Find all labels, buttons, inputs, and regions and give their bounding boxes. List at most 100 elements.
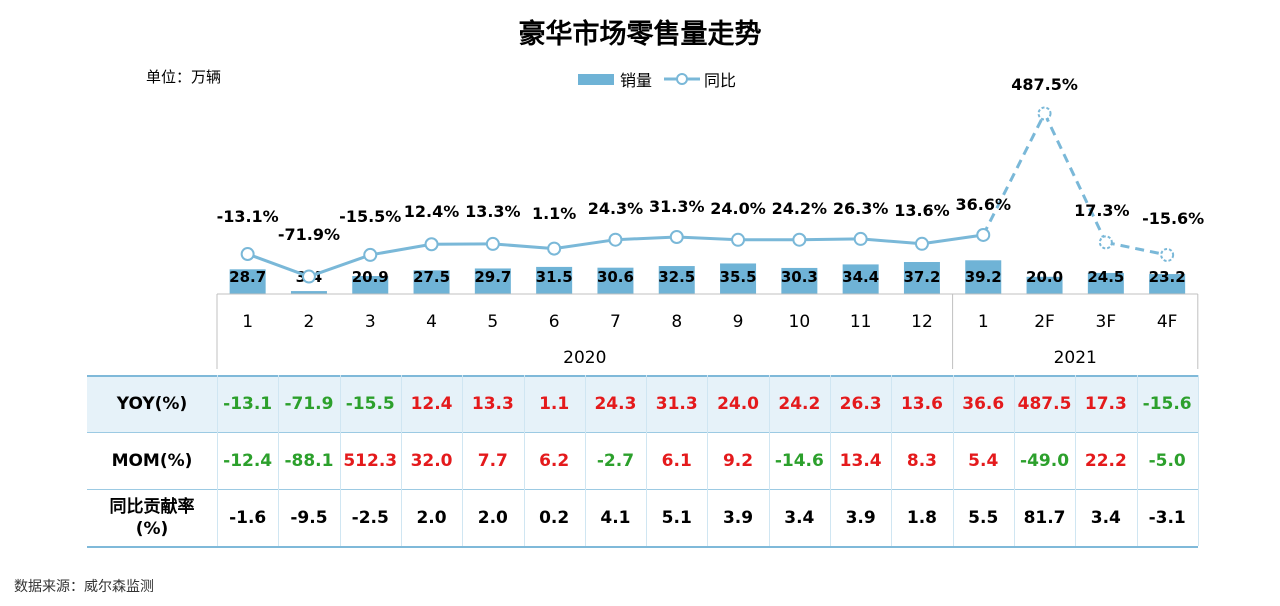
table-cell: -5.0	[1148, 450, 1186, 471]
yoy-data-label: 17.3%	[1074, 201, 1130, 220]
legend-line-label: 同比	[704, 71, 737, 90]
yoy-line-segment	[676, 235, 739, 242]
yoy-point	[1037, 106, 1052, 121]
table-cell: 5.1	[661, 507, 692, 528]
sales-bar	[781, 267, 818, 294]
table-cell: 13.3	[471, 393, 514, 414]
sales-bar	[658, 266, 695, 294]
yoy-line-segment	[492, 242, 555, 251]
table-cell: 22.2	[1084, 450, 1127, 471]
table-vline	[278, 375, 280, 546]
table-cell: -71.9	[284, 393, 334, 414]
bar-value-label: 20.9	[352, 268, 389, 286]
yoy-point	[424, 237, 439, 252]
table-cell: 31.3	[655, 393, 698, 414]
yoy-point	[731, 232, 746, 247]
yoy-point	[301, 269, 316, 284]
table-cell: 3.9	[845, 507, 876, 528]
table-row-label: MOM(%)	[111, 450, 193, 471]
sales-bar	[965, 260, 1002, 294]
table-hline	[87, 432, 1198, 433]
yoy-data-label: -15.5%	[339, 207, 401, 226]
category-tick-label: 1	[978, 312, 989, 332]
table-cell: 36.6	[962, 393, 1005, 414]
yoy-line-segment	[1043, 112, 1108, 244]
yoy-data-label: 24.0%	[710, 199, 766, 218]
category-tick-label: 5	[487, 312, 498, 332]
table-cell: -12.4	[223, 450, 273, 471]
table-cell: -3.1	[1148, 507, 1186, 528]
category-tick-label: 6	[549, 312, 560, 332]
category-tick-label: 1	[242, 312, 253, 332]
yoy-line-segment	[860, 237, 923, 246]
bar-value-label: 29.7	[474, 268, 511, 286]
category-tick-label: 12	[911, 312, 933, 332]
table-cell: 9.2	[722, 450, 754, 471]
table-vline	[339, 375, 341, 546]
table-cell: 512.3	[343, 450, 398, 471]
bar-value-label: 35.5	[720, 268, 757, 286]
unit-label: 单位：万辆	[146, 68, 222, 86]
table-cell: 24.3	[594, 393, 637, 414]
table-cell: 8.3	[906, 450, 937, 471]
yoy-data-label: 487.5%	[1011, 75, 1078, 94]
yoy-line-segment	[615, 235, 677, 242]
legend-bar-swatch	[578, 73, 614, 85]
table-cell: 6.2	[539, 450, 570, 471]
yoy-point	[240, 247, 255, 262]
category-tick-label: 4	[426, 312, 437, 332]
table-cell: -49.0	[1020, 450, 1070, 471]
yoy-line-segment	[981, 112, 1046, 236]
bar-value-label: 37.2	[903, 268, 940, 286]
category-tick-label: 2	[304, 312, 315, 332]
yoy-point	[914, 236, 929, 251]
sales-bar	[413, 270, 450, 294]
table-cell: 13.6	[900, 393, 943, 414]
yoy-data-label: -71.9%	[278, 225, 340, 244]
bar-value-label: 39.2	[965, 268, 1002, 286]
table-hline	[87, 489, 1198, 490]
yoy-line-segment	[369, 242, 432, 257]
table-vline	[400, 375, 402, 546]
yoy-data-label: 26.3%	[833, 199, 889, 218]
bar-value-label: 32.5	[658, 268, 695, 286]
category-tick-label: 4F	[1157, 312, 1178, 332]
yoy-line-segment	[308, 253, 371, 278]
sales-bar	[597, 267, 634, 294]
sales-bar	[1087, 272, 1124, 294]
sales-bar	[474, 268, 511, 294]
table-cell: 3.4	[784, 507, 815, 528]
table-cell: 3.4	[1090, 507, 1121, 528]
table-cell: 5.5	[968, 507, 999, 528]
yoy-point	[608, 232, 623, 247]
table-cell: 4.1	[600, 507, 631, 528]
table-cell: -2.5	[351, 507, 389, 528]
yoy-data-label: -13.1%	[217, 207, 279, 226]
bar-value-label: 24.5	[1087, 268, 1124, 286]
table-cell: -88.1	[284, 450, 334, 471]
bar-value-label: 30.3	[781, 268, 818, 286]
yoy-point	[1160, 247, 1175, 262]
yoy-data-label: 24.3%	[588, 199, 644, 218]
category-tick-label: 11	[850, 312, 872, 332]
yoy-data-label: 36.6%	[955, 195, 1011, 214]
bar-value-label: 30.6	[597, 268, 634, 286]
bar-value-label: 34.4	[842, 268, 879, 286]
table-cell: 24.0	[717, 393, 760, 414]
bar-value-label: 20.0	[1026, 268, 1063, 286]
table-cell: 2.0	[416, 507, 447, 528]
table-cell: 6.1	[661, 450, 692, 471]
yoy-line-segment	[553, 238, 616, 251]
table-cell: 0.2	[539, 507, 570, 528]
yoy-line-segment	[799, 237, 861, 242]
table-vline	[646, 375, 648, 546]
table-vline	[707, 375, 709, 546]
yoy-data-label: 13.6%	[894, 201, 950, 220]
table-vline	[523, 375, 525, 546]
table-hline	[87, 546, 1198, 548]
yoy-line-segment	[247, 252, 310, 278]
sales-bar	[1026, 276, 1063, 294]
yoy-point	[853, 231, 868, 246]
legend-bar-label: 销量	[620, 71, 653, 90]
